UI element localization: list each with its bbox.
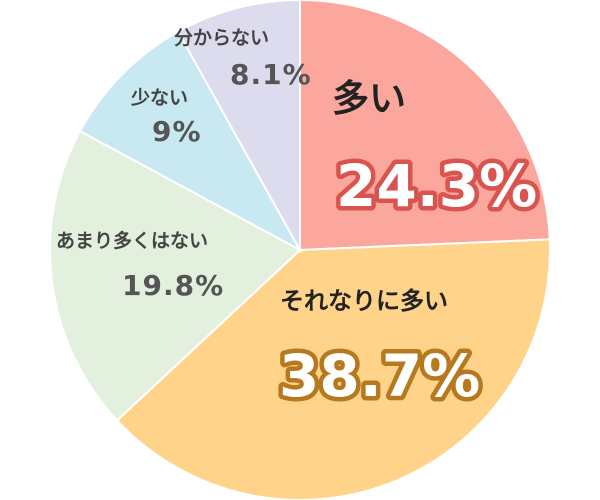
slice-value-sorenarini: 38.7%: [279, 342, 480, 410]
slice-value-amari: 19.8%: [122, 269, 224, 302]
slice-label-wakaranai: 分からない: [174, 27, 269, 49]
pie-slice-ooi: [299, 0, 551, 252]
pie-slices: [49, 0, 551, 500]
pie-slice-wakaranai: [176, 0, 301, 254]
pie-slice-sukunai: [78, 30, 303, 253]
slice-label-sukunai: 少ない: [130, 87, 188, 109]
pie-slice-amari: [49, 129, 302, 422]
slice-value-ooi: 24.3%: [336, 152, 537, 220]
pie-slice-sorenarini: [115, 238, 551, 500]
slice-label-sorenarini: それなりに多い: [280, 287, 448, 315]
slice-label-ooi: 多い: [332, 77, 406, 120]
slice-value-wakaranai: 8.1%: [230, 58, 312, 91]
slice-value-sukunai: 9%: [152, 115, 202, 148]
slice-label-amari: あまり多くはない: [56, 229, 208, 252]
